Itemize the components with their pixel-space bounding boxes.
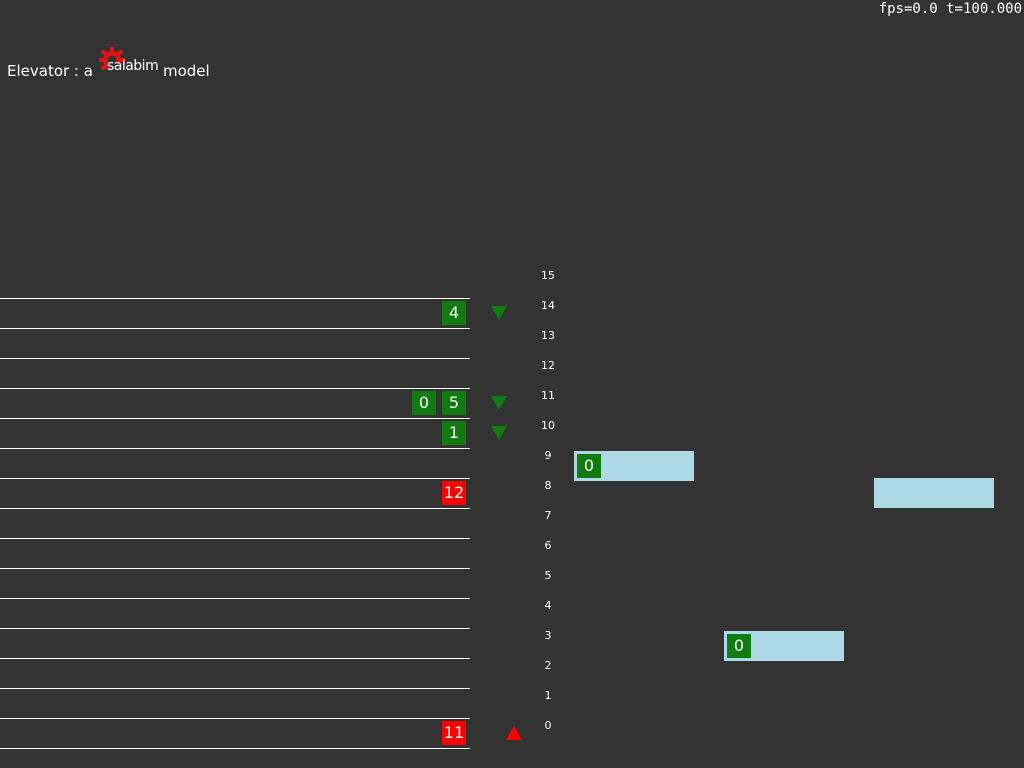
simulation-status: fps=0.0 t=100.000 (878, 1, 1022, 17)
title-prefix: Elevator : a (7, 62, 93, 80)
floor-label-1: 1 (544, 689, 552, 702)
floor-label-8: 8 (544, 479, 552, 492)
logo-text: salabim (106, 58, 159, 74)
floor-label-10: 10 (541, 419, 555, 432)
car-passenger: 0 (727, 634, 751, 658)
model-title: Elevator : a salabim model (7, 46, 210, 86)
down-arrow-icon (491, 426, 507, 440)
floor-line (0, 628, 470, 629)
floor-label-3: 3 (544, 629, 552, 642)
floor-line (0, 508, 470, 509)
waiting-visitor: 0 (412, 391, 436, 415)
floor-label-2: 2 (544, 659, 552, 672)
floor-line (0, 688, 470, 689)
floor-label-13: 13 (541, 329, 555, 342)
waiting-visitor: 12 (442, 481, 466, 505)
down-arrow-icon (491, 306, 507, 320)
floor-line (0, 478, 470, 479)
floor-label-6: 6 (544, 539, 552, 552)
floor-line (0, 328, 470, 329)
elevator-car-1: 0 (574, 451, 694, 481)
waiting-visitor: 11 (442, 721, 466, 745)
floor-label-4: 4 (544, 599, 552, 612)
floor-line (0, 598, 470, 599)
floor-line (0, 298, 470, 299)
floor-line (0, 568, 470, 569)
floor-label-9: 9 (544, 449, 552, 462)
floor-line (0, 658, 470, 659)
floor-line (0, 388, 470, 389)
elevator-car-3 (874, 478, 994, 508)
floor-label-7: 7 (544, 509, 552, 522)
elevator-car-2: 0 (724, 631, 844, 661)
floor-line (0, 748, 470, 749)
up-arrow-icon (506, 726, 522, 740)
floor-label-0: 0 (544, 719, 552, 732)
floor-label-11: 11 (541, 389, 555, 402)
floor-label-15: 15 (541, 269, 555, 282)
waiting-visitor: 1 (442, 421, 466, 445)
floor-line (0, 718, 470, 719)
down-arrow-icon (491, 396, 507, 410)
car-passenger: 0 (577, 454, 601, 478)
waiting-visitor: 4 (442, 301, 466, 325)
salabim-gear-icon (98, 47, 129, 78)
floor-label-12: 12 (541, 359, 555, 372)
floor-line (0, 538, 470, 539)
salabim-logo: salabim (97, 46, 159, 86)
floor-line (0, 448, 470, 449)
waiting-visitor: 5 (442, 391, 466, 415)
floor-label-14: 14 (541, 299, 555, 312)
floor-label-5: 5 (544, 569, 552, 582)
floor-line (0, 358, 470, 359)
floor-line (0, 418, 470, 419)
title-suffix: model (162, 62, 210, 80)
